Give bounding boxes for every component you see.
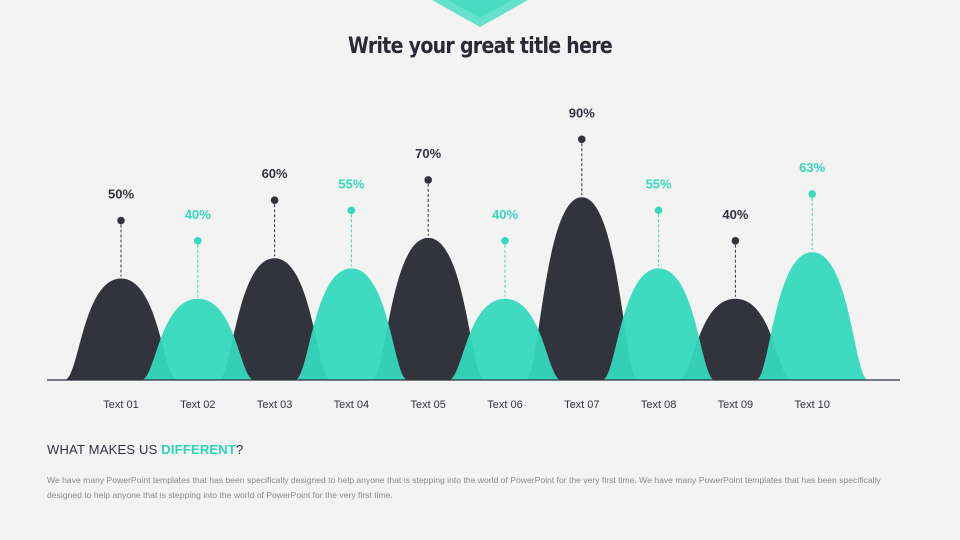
value-label-4: 55% [338,176,364,191]
category-label-4: Text 04 [334,399,369,411]
section-body-text: We have many PowerPoint templates that h… [47,475,881,500]
value-label-1: 50% [108,187,134,202]
category-label-8: Text 08 [641,399,676,411]
mountain-6 [449,298,561,380]
section-heading-suffix: ? [236,442,244,457]
value-label-10: 63% [799,160,825,175]
mountain-5 [372,237,485,380]
page-title: Write your great title here [347,34,613,59]
mountain-1 [65,278,177,380]
value-marker-8 [654,206,663,215]
value-marker-10 [808,190,816,198]
value-label-9: 40% [722,207,748,222]
category-label-6: Text 06 [487,399,522,411]
value-marker-4 [347,206,356,215]
category-label-1: Text 01 [103,399,138,411]
value-label-5: 70% [415,146,441,161]
section-heading-prefix: WHAT MAKES US [47,442,162,457]
mountain-2 [141,298,254,380]
category-label-5: Text 05 [410,399,445,411]
value-marker-2 [194,237,202,245]
mountain-shapes [65,197,869,380]
value-marker-5 [424,176,433,184]
mountain-3 [218,258,331,380]
mountain-7 [525,197,638,380]
value-marker-7 [578,135,586,144]
mountain-10 [756,252,869,380]
mountain-8 [602,268,715,380]
category-label-9: Text 09 [718,399,753,411]
category-label-10: Text 10 [794,399,829,411]
category-label-2: Text 02 [180,399,215,411]
top-accent-shape [432,0,528,27]
value-label-8: 55% [646,176,672,191]
category-label-3: Text 03 [257,399,292,411]
value-label-3: 60% [262,166,288,181]
mountain-9 [679,298,792,380]
section-heading: WHAT MAKES US DIFFERENT? [47,442,243,457]
mountain-4 [295,268,408,380]
value-marker-6 [501,237,509,245]
mountain-annotations: 50% Text 01 40% Text 02 60% Text 03 55% Text 04… [103,105,830,411]
section-heading-highlight: DIFFERENT [161,442,237,457]
category-label-7: Text 07 [564,399,599,411]
value-label-7: 90% [569,105,595,120]
value-marker-9 [731,237,740,245]
value-marker-1 [117,216,125,225]
value-marker-3 [270,196,279,204]
value-label-2: 40% [185,207,211,222]
value-label-6: 40% [492,207,518,222]
